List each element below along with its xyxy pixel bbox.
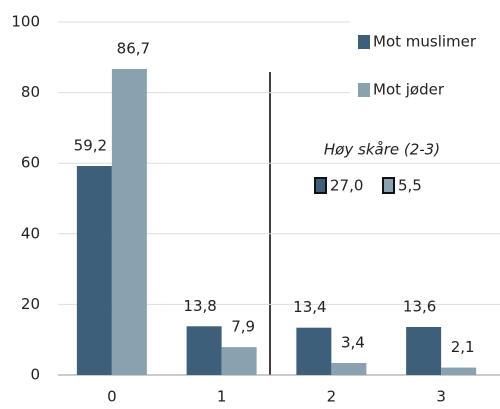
y-tick-label: 60: [21, 154, 40, 172]
value-label: 13,6: [403, 297, 436, 315]
bar: [186, 326, 222, 375]
bar: [76, 166, 112, 375]
annotation-swatch: [382, 177, 395, 194]
value-label: 86,7: [117, 39, 150, 57]
value-label: 13,4: [293, 298, 326, 316]
value-label: 7,9: [231, 318, 255, 336]
legend-swatch: [358, 35, 370, 49]
y-tick-label: 100: [11, 13, 40, 31]
value-label: 13,8: [183, 297, 216, 315]
x-tick-label: 0: [107, 388, 117, 406]
x-tick-label: 3: [436, 388, 446, 406]
annotation-value: 27,0: [330, 177, 363, 195]
x-tick-label: 1: [217, 388, 227, 406]
legend-label: Mot jøder: [373, 81, 445, 99]
bar: [111, 68, 147, 375]
value-label: 3,4: [341, 333, 365, 351]
legend-box: [350, 20, 500, 115]
bar: [331, 362, 367, 375]
bar: [441, 367, 477, 375]
annotation-title: Høy skåre (2-3): [324, 141, 440, 159]
bar: [296, 327, 332, 375]
legend-label: Mot muslimer: [373, 33, 477, 51]
annotation-swatch: [314, 177, 327, 194]
y-tick-label: 20: [21, 295, 40, 313]
value-label: 2,1: [451, 338, 475, 356]
x-tick-label: 2: [327, 388, 337, 406]
bar: [406, 326, 442, 375]
value-label: 59,2: [74, 137, 107, 155]
y-tick-label: 40: [21, 224, 40, 242]
annotation-value: 5,5: [398, 177, 422, 195]
bar: [221, 347, 257, 375]
y-tick-label: 0: [30, 366, 40, 384]
y-tick-label: 80: [21, 83, 40, 101]
legend-swatch: [358, 83, 370, 97]
